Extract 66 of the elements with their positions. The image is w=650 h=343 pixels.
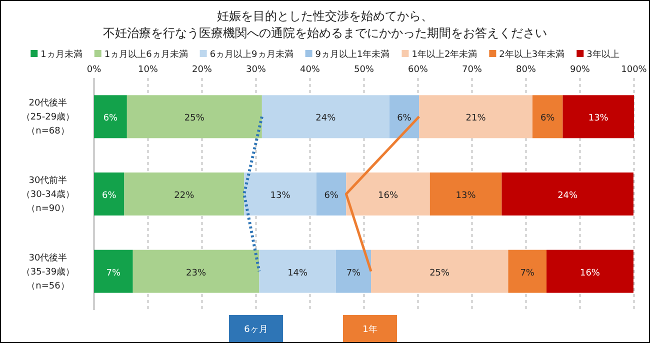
- data-label: 13%: [588, 114, 609, 124]
- bar: [502, 172, 634, 216]
- legend-label: 3年以上: [586, 49, 620, 60]
- bar: [336, 250, 372, 293]
- data-label: 7%: [106, 268, 122, 278]
- bar: [94, 172, 124, 216]
- data-label: 21%: [466, 114, 486, 124]
- chart-title: 妊娠を目的とした性交渉を始めてから、: [217, 9, 433, 23]
- data-label: 23%: [186, 268, 207, 278]
- x-tick-label: 60%: [408, 65, 428, 75]
- bar: [124, 172, 244, 216]
- y-tick-label: 20代後半（25-29歳）（n=68）: [21, 98, 75, 137]
- bar: [346, 172, 430, 216]
- x-tick-label: 90%: [570, 65, 590, 75]
- data-label: 7%: [346, 268, 362, 278]
- x-tick-label: 20%: [192, 65, 212, 75]
- text: 6ヶ月: [244, 325, 268, 335]
- y-tick-label: 30代後半（35-39歳）（n=56）: [21, 252, 75, 292]
- bar: [259, 250, 336, 293]
- data-label: 16%: [580, 268, 600, 278]
- bar: [244, 172, 316, 216]
- x-tick-label: 80%: [516, 65, 536, 75]
- legend-label: 6ヵ月以上9ヵ月未満: [210, 49, 294, 60]
- data-label: 6%: [397, 114, 412, 124]
- bar: [94, 95, 127, 138]
- data-label: 6%: [540, 114, 556, 124]
- data-label: 24%: [558, 191, 578, 201]
- x-tick-label: 10%: [138, 65, 158, 75]
- data-label: 14%: [288, 268, 308, 278]
- data-label: 16%: [378, 191, 398, 201]
- legend-label: 1年以上2年未満: [412, 49, 478, 60]
- data-label: 7%: [520, 268, 535, 278]
- bar: [419, 95, 532, 138]
- x-tick-label: 100%: [621, 65, 648, 75]
- x-tick-label: 40%: [300, 65, 320, 75]
- legend-label: 1ヵ月未満: [40, 49, 82, 60]
- data-label: 6%: [103, 114, 118, 124]
- x-tick-label: 50%: [354, 65, 374, 75]
- data-label: 24%: [316, 114, 336, 124]
- y-tick-label: 30代前半（30-34歳）（n=90）: [21, 175, 75, 214]
- data-label: 13%: [456, 191, 476, 201]
- legend-label: 9ヵ月以上1年未満: [315, 49, 390, 60]
- data-label: 6%: [324, 191, 339, 201]
- data-label: 22%: [174, 191, 195, 201]
- bar: [316, 172, 346, 216]
- x-tick-label: 30%: [246, 65, 266, 75]
- bar: [126, 95, 262, 138]
- bar: [132, 250, 260, 293]
- bar: [562, 95, 634, 138]
- data-label: 25%: [430, 268, 450, 278]
- text: 1年: [362, 324, 378, 335]
- bar: [546, 250, 634, 293]
- legend-label: 2年以上3年未満: [499, 49, 565, 60]
- bar: [371, 250, 508, 293]
- data-label: 25%: [184, 114, 205, 124]
- x-tick-label: 0%: [86, 65, 102, 75]
- bar: [532, 95, 563, 138]
- legend-label: 1ヵ月以上6ヵ月未満: [104, 49, 188, 60]
- bar: [262, 95, 390, 138]
- bar: [508, 250, 547, 293]
- bar: [94, 250, 133, 293]
- data-label: 13%: [270, 191, 291, 201]
- bar: [430, 172, 502, 216]
- x-tick-label: 70%: [462, 65, 482, 75]
- chart-subtitle: 不妊治療を行なう医療機関への通院を始めるまでにかかった期間をお答えください: [103, 26, 547, 40]
- data-label: 6%: [102, 191, 117, 201]
